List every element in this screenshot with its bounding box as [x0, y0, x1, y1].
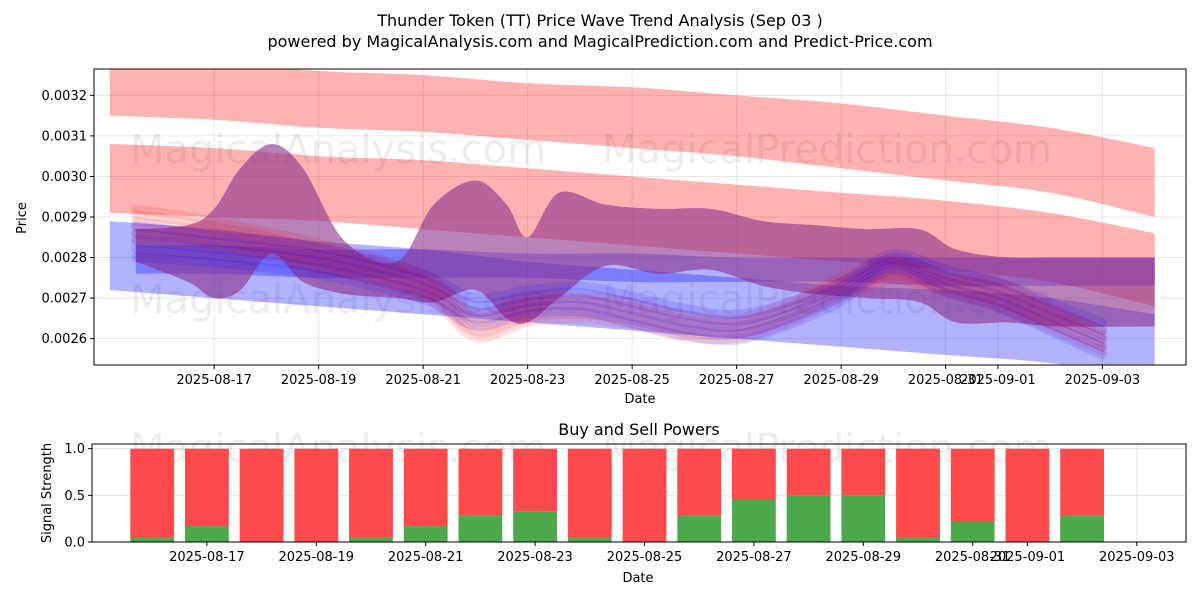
price-ytick-label: 0.0030: [42, 170, 88, 185]
power-x-axis: 2025-08-17 2025-08-19 2025-08-21 2025-08-23…: [169, 542, 1175, 565]
price-xtick-label: 2025-09-01: [960, 373, 1036, 388]
price-y-axis: 0.0026 0.0027 0.0028 0.0029 0.0030 0.0031 0.00…: [42, 89, 94, 347]
power-y-axis: 0.0 0.5 1.0: [64, 442, 92, 551]
price-bands: [109, 69, 1155, 365]
buy-bar: [130, 537, 175, 542]
price-xtick-label: 2025-08-31: [908, 373, 984, 388]
price-wave-line-blue: [131, 253, 1107, 360]
price-ytick-label: 0.0027: [42, 292, 88, 307]
price-xtick-label: 2025-08-25: [594, 373, 670, 388]
power-xtick-label: 2025-08-21: [388, 550, 464, 565]
sell-bar: [349, 448, 393, 538]
sell-bar: [896, 448, 940, 538]
power-xtick-label: 2025-08-31: [935, 550, 1011, 565]
watermark-prediction-top: MagicalPrediction.com: [602, 127, 1052, 173]
buy-bar: [1060, 515, 1104, 542]
sell-bar: [130, 448, 175, 538]
price-xtick-label: 2025-08-17: [176, 373, 252, 388]
sell-bar: [622, 448, 667, 542]
price-band-blue-lower-channel: [109, 221, 1155, 365]
sell-bar: [950, 448, 995, 522]
price-wave-lines: [131, 204, 1107, 360]
buy-bar: [841, 495, 886, 542]
figure-title-line2: powered by MagicalAnalysis.com and Magic…: [267, 32, 932, 51]
price-band-purple-wave: [135, 144, 1155, 327]
power-plot-frame: [91, 443, 1187, 543]
buy-bar: [732, 500, 776, 542]
price-wave-line-red: [131, 222, 1107, 348]
price-wave-line-red: [131, 216, 1107, 344]
price-wave-line-blue: [131, 244, 1107, 352]
power-xtick-label: 2025-08-23: [497, 550, 573, 565]
power-chart: Buy and Sell Powers MagicalAnalysis.com …: [40, 420, 1187, 586]
price-x-axis-label: Date: [624, 392, 655, 407]
price-xtick-label: 2025-08-27: [699, 373, 775, 388]
sell-bar: [1005, 448, 1050, 542]
buy-bar: [567, 537, 612, 542]
sell-bar: [458, 448, 503, 516]
price-wave-line-red: [131, 234, 1107, 356]
price-xtick-label: 2025-08-23: [490, 373, 566, 388]
figure-title-line1: Thunder Token (TT) Price Wave Trend Anal…: [376, 11, 822, 30]
watermark-analysis-top: MagicalAnalysis.com: [130, 127, 546, 173]
buy-bar: [513, 511, 557, 542]
power-ytick-label: 0.5: [64, 489, 85, 504]
price-wave-line-red: [131, 210, 1107, 340]
sell-bar: [294, 448, 339, 542]
power-ytick-label: 1.0: [64, 442, 85, 457]
buy-bar: [403, 526, 448, 542]
sell-bar: [567, 448, 612, 538]
price-band-red-top-channel: [109, 69, 1155, 217]
sell-bar: [513, 448, 557, 512]
power-xtick-label: 2025-08-17: [169, 550, 245, 565]
power-bars: [130, 448, 1104, 542]
power-xtick-label: 2025-08-19: [278, 550, 354, 565]
price-ytick-label: 0.0029: [42, 211, 88, 226]
price-wave-line-red: [131, 204, 1107, 335]
price-xtick-label: 2025-08-29: [803, 373, 879, 388]
power-chart-title: Buy and Sell Powers: [558, 420, 720, 439]
sell-bar: [185, 448, 229, 527]
price-ytick-label: 0.0032: [42, 89, 88, 104]
sell-bar: [732, 448, 776, 500]
price-wave-line-red: [131, 228, 1107, 352]
power-ytick-label: 0.0: [64, 536, 85, 551]
price-wave-line-blue: [131, 236, 1107, 344]
price-ytick-label: 0.0026: [42, 332, 88, 347]
power-xtick-label: 2025-08-29: [825, 550, 901, 565]
price-chart: MagicalAnalysis.com MagicalPrediction.co…: [15, 68, 1187, 407]
price-xtick-label: 2025-09-03: [1065, 373, 1141, 388]
sell-bar: [403, 448, 448, 527]
power-y-axis-label: Signal Strength: [40, 443, 55, 543]
price-y-axis-label: Price: [15, 202, 30, 234]
buy-bar: [349, 537, 393, 542]
buy-bar: [677, 515, 722, 542]
sell-bar: [786, 448, 831, 496]
power-xtick-label: 2025-09-01: [990, 550, 1066, 565]
price-ytick-label: 0.0031: [42, 129, 88, 144]
power-x-axis-label: Date: [622, 571, 653, 586]
price-xtick-label: 2025-08-19: [281, 373, 357, 388]
price-ytick-label: 0.0028: [42, 251, 88, 266]
buy-bar: [786, 495, 831, 542]
price-xtick-label: 2025-08-21: [385, 373, 461, 388]
price-x-axis: 2025-08-17 2025-08-19 2025-08-21 2025-08-23…: [176, 365, 1140, 388]
buy-bar: [950, 521, 995, 542]
power-xtick-label: 2025-08-25: [607, 550, 683, 565]
sell-bar: [239, 448, 284, 542]
power-xtick-label: 2025-08-27: [716, 550, 792, 565]
sell-bar: [1060, 448, 1104, 516]
power-xtick-label: 2025-09-03: [1099, 550, 1175, 565]
sell-bar: [677, 448, 722, 516]
buy-bar: [458, 515, 503, 542]
buy-bar: [185, 526, 229, 542]
price-wave-line-blue: [131, 220, 1107, 327]
price-wave-line-blue: [131, 228, 1107, 335]
buy-bar: [896, 537, 940, 542]
sell-bar: [841, 448, 886, 496]
